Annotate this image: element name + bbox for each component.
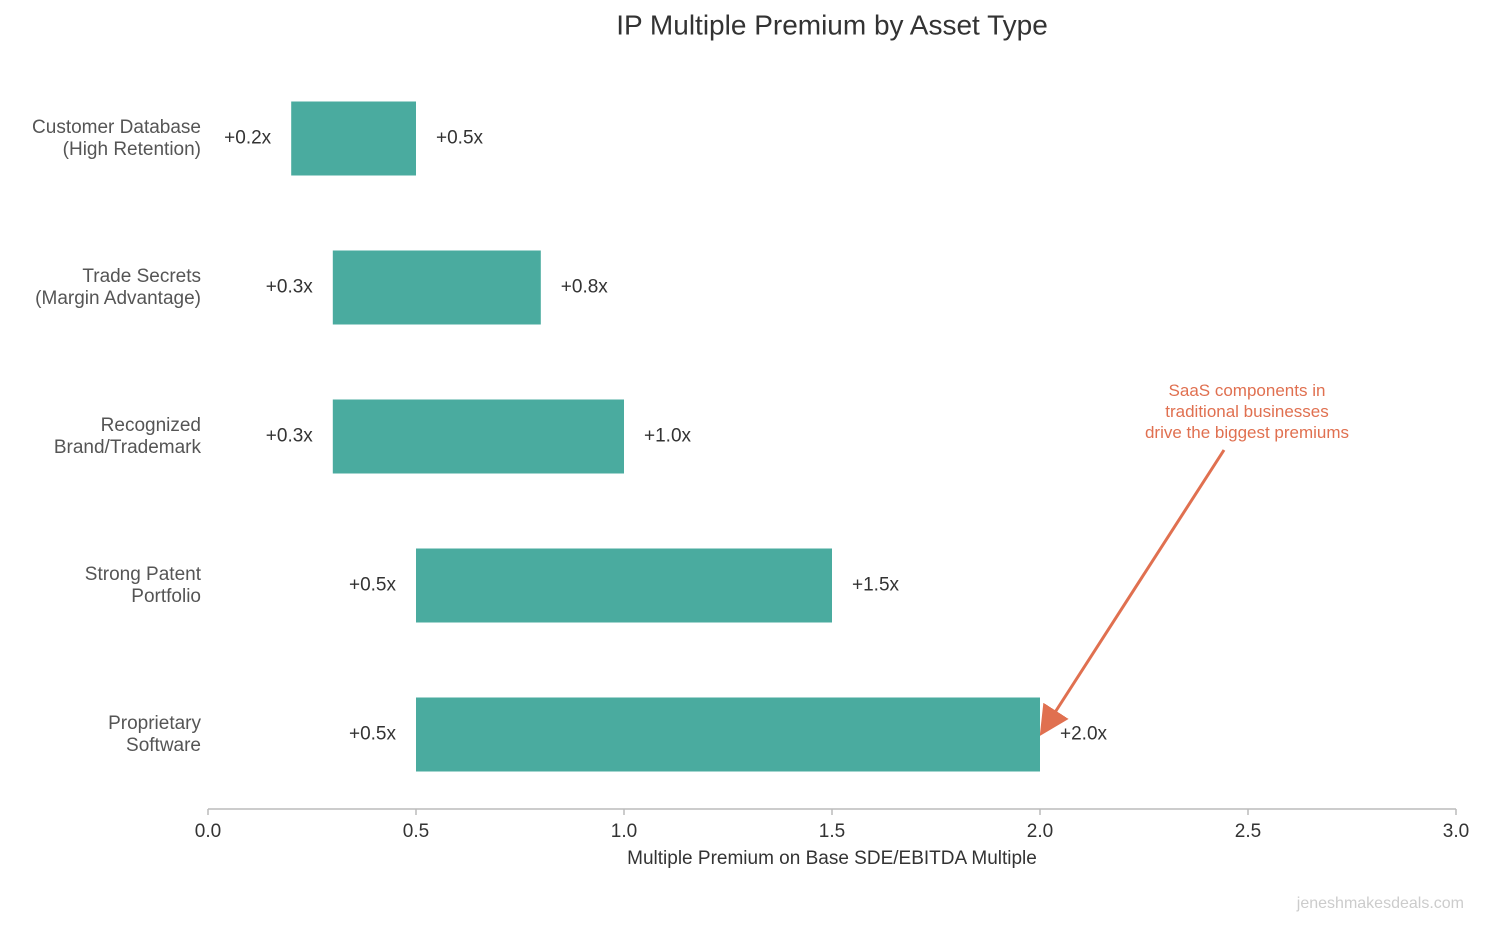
y-tick-label: Strong Patent Portfolio	[84, 563, 201, 607]
x-tick-label: 0.0	[195, 821, 221, 842]
bar	[291, 101, 416, 176]
y-tick-label: Trade Secrets (Margin Advantage)	[35, 265, 201, 309]
x-tick-label: 1.5	[819, 821, 845, 842]
annotation: SaaS components in traditional businesse…	[1144, 381, 1350, 442]
x-axis-label: Multiple Premium on Base SDE/EBITDA Mult…	[627, 848, 1037, 869]
x-tick-label: 0.5	[403, 821, 429, 842]
x-tick-label: 3.0	[1443, 821, 1469, 842]
annotation-arrow	[1039, 449, 1226, 737]
value-label: +0.3x	[266, 277, 314, 298]
bar	[416, 697, 1040, 772]
y-tick-label: Recognized Brand/Trademark	[53, 414, 201, 458]
y-tick-label: Proprietary Software	[108, 712, 201, 756]
watermark: jeneshmakesdeals.com	[1296, 895, 1464, 912]
value-label: +0.5x	[436, 128, 484, 149]
bar	[332, 250, 541, 325]
x-tick-label: 2.0	[1027, 821, 1053, 842]
value-label: +0.5x	[349, 724, 397, 745]
value-label: +0.8x	[561, 277, 609, 298]
bar	[416, 548, 832, 623]
x-tick-label: 1.0	[611, 821, 637, 842]
x-tick-label: 2.5	[1235, 821, 1261, 842]
value-label: +2.0x	[1060, 724, 1108, 745]
value-label: +1.5x	[852, 575, 900, 596]
value-label: +0.2x	[224, 128, 272, 149]
bar	[332, 399, 624, 474]
chart-title: IP Multiple Premium by Asset Type	[616, 9, 1048, 40]
value-label: +0.3x	[266, 426, 314, 447]
y-tick-label: Customer Database (High Retention)	[32, 116, 201, 160]
value-label: +0.5x	[349, 575, 397, 596]
value-label: +1.0x	[644, 426, 692, 447]
